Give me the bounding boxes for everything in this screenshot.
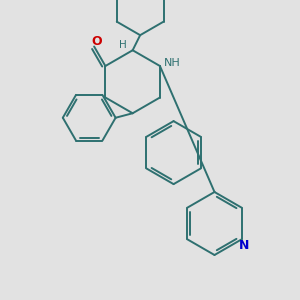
- Text: N: N: [239, 239, 249, 252]
- Text: O: O: [91, 34, 101, 48]
- Text: NH: NH: [164, 58, 181, 68]
- Text: H: H: [119, 40, 127, 50]
